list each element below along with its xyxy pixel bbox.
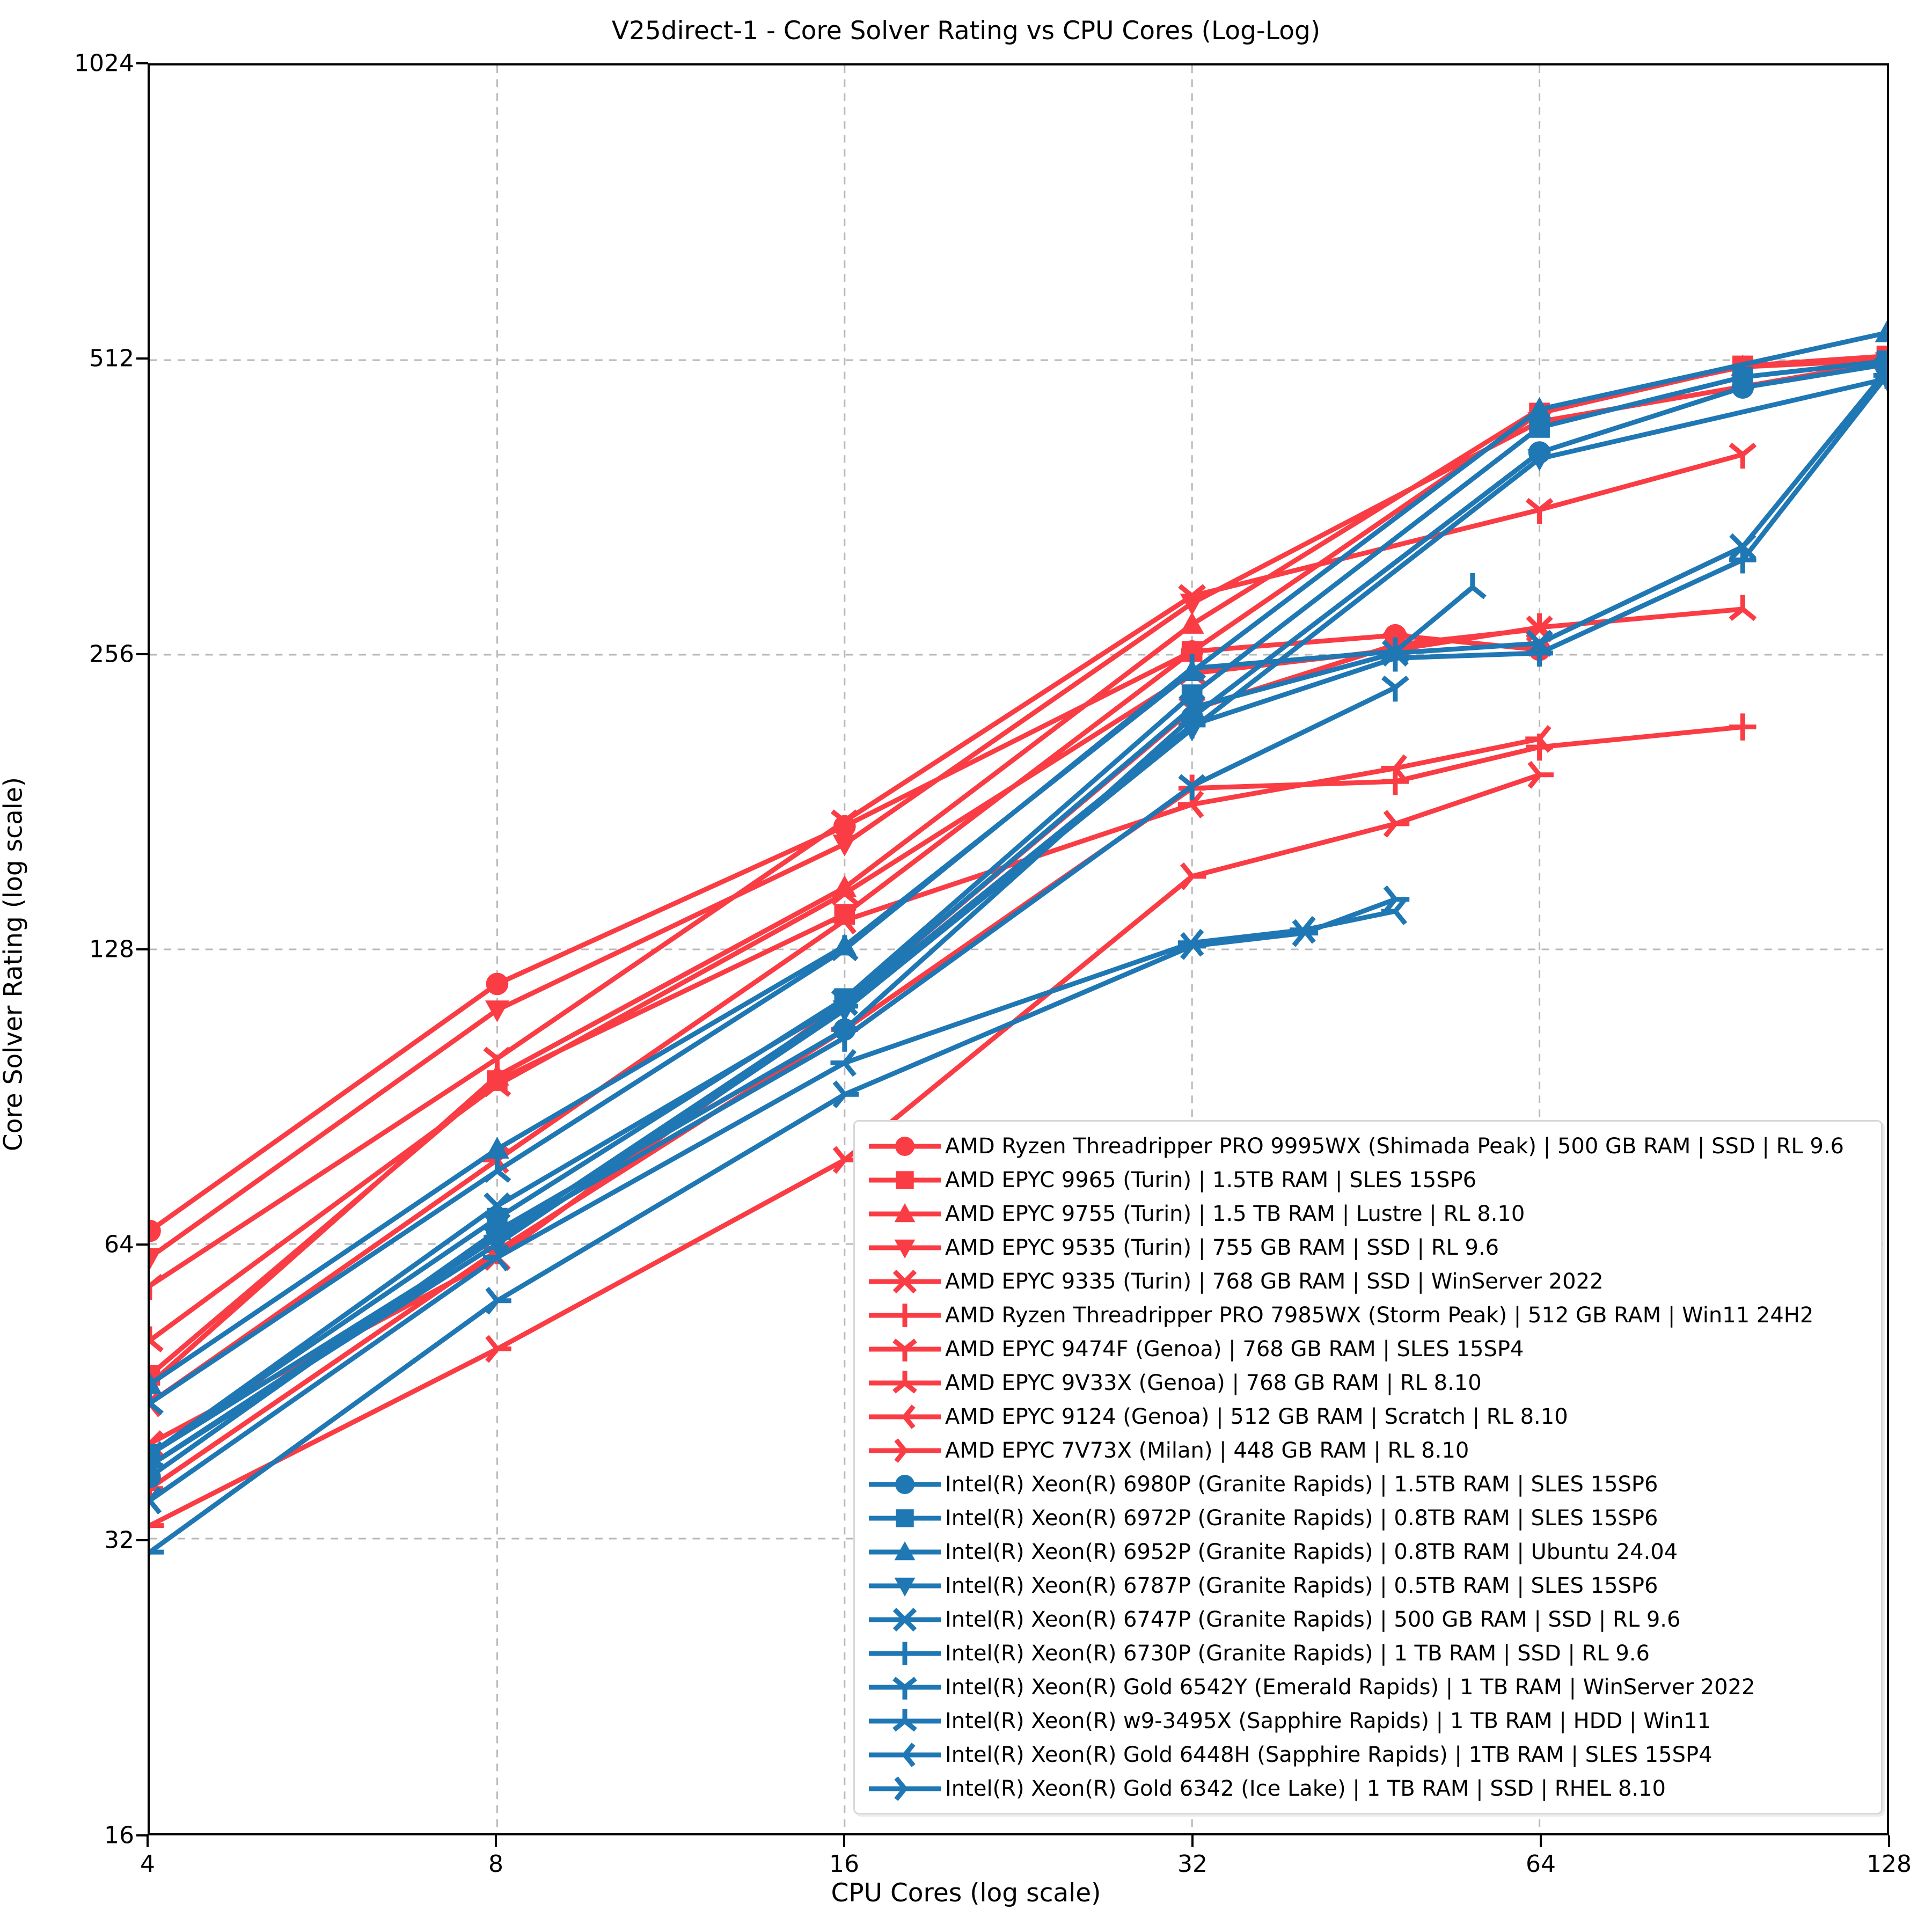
series-6 — [150, 442, 1757, 1300]
legend-label: Intel(R) Xeon(R) Gold 6542Y (Emerald Rap… — [945, 1674, 1755, 1700]
series-19 — [150, 885, 1410, 1556]
legend-label: AMD EPYC 9335 (Turin) | 768 GB RAM | SSD… — [945, 1269, 1604, 1294]
plus-marker-icon — [865, 1300, 945, 1330]
legend-label: AMD EPYC 9965 (Turin) | 1.5TB RAM | SLES… — [945, 1167, 1477, 1192]
legend-item[interactable]: AMD EPYC 9474F (Genoa) | 768 GB RAM | SL… — [865, 1332, 1870, 1366]
series-17 — [150, 573, 1487, 1415]
x-tick-label: 16 — [829, 1850, 859, 1878]
legend-item[interactable]: AMD EPYC 9124 (Genoa) | 512 GB RAM | Scr… — [865, 1400, 1870, 1433]
x-tick-label: 8 — [488, 1850, 503, 1878]
x-tick-mark — [1540, 1835, 1542, 1847]
triangle-down-marker-icon — [865, 1233, 945, 1263]
x-tick-mark — [1888, 1835, 1890, 1847]
arrow-left-marker-icon — [865, 1402, 945, 1432]
legend-item[interactable]: Intel(R) Xeon(R) 6787P (Granite Rapids) … — [865, 1569, 1870, 1602]
x-tick-label: 32 — [1177, 1850, 1208, 1878]
arrow-right-marker-icon — [865, 1436, 945, 1466]
triangle-down-marker-icon — [865, 1571, 945, 1601]
legend-item[interactable]: Intel(R) Xeon(R) 6730P (Granite Rapids) … — [865, 1636, 1870, 1670]
x-marker-icon — [865, 1605, 945, 1635]
legend-item[interactable]: Intel(R) Xeon(R) Gold 6542Y (Emerald Rap… — [865, 1670, 1870, 1704]
circle-marker-icon — [865, 1131, 945, 1161]
triangle-up-marker-icon — [865, 1199, 945, 1229]
series-11 — [150, 350, 1887, 1465]
legend-label: AMD EPYC 9124 (Genoa) | 512 GB RAM | Scr… — [945, 1404, 1568, 1429]
series-14 — [150, 356, 1887, 1468]
square-marker-icon — [865, 1503, 945, 1533]
legend-label: AMD EPYC 9535 (Turin) | 755 GB RAM | SSD… — [945, 1235, 1499, 1260]
arrow-right-marker-icon — [865, 1774, 945, 1804]
legend-item[interactable]: AMD EPYC 9965 (Turin) | 1.5TB RAM | SLES… — [865, 1163, 1870, 1197]
legend[interactable]: AMD Ryzen Threadripper PRO 9995WX (Shima… — [853, 1120, 1883, 1814]
legend-label: Intel(R) Xeon(R) Gold 6342 (Ice Lake) | … — [945, 1776, 1666, 1801]
y-down-marker-icon — [865, 1672, 945, 1702]
y-up-marker-icon — [865, 1706, 945, 1736]
y-up-marker-icon — [865, 1368, 945, 1398]
page-title: V25direct-1 - Core Solver Rating vs CPU … — [611, 16, 1321, 46]
legend-item[interactable]: Intel(R) Xeon(R) w9-3495X (Sapphire Rapi… — [865, 1704, 1870, 1738]
y-tick-mark — [136, 1834, 148, 1836]
x-axis-label: CPU Cores (log scale) — [831, 1878, 1101, 1908]
x-tick-mark — [843, 1835, 845, 1847]
y-tick-mark — [136, 1539, 148, 1541]
legend-label: Intel(R) Xeon(R) 6980P (Granite Rapids) … — [945, 1472, 1658, 1497]
y-tick-label: 64 — [104, 1231, 134, 1258]
series-layer — [150, 320, 1887, 1556]
legend-label: Intel(R) Xeon(R) 6972P (Granite Rapids) … — [945, 1505, 1658, 1531]
y-tick-mark — [136, 948, 148, 950]
legend-label: AMD EPYC 9474F (Genoa) | 768 GB RAM | SL… — [945, 1336, 1524, 1362]
legend-item[interactable]: Intel(R) Xeon(R) 6747P (Granite Rapids) … — [865, 1602, 1870, 1636]
legend-item[interactable]: AMD Ryzen Threadripper PRO 7985WX (Storm… — [865, 1298, 1870, 1332]
y-tick-label: 256 — [89, 640, 134, 668]
legend-label: AMD EPYC 7V73X (Milan) | 448 GB RAM | RL… — [945, 1438, 1469, 1463]
legend-item[interactable]: AMD EPYC 9535 (Turin) | 755 GB RAM | SSD… — [865, 1231, 1870, 1264]
legend-label: Intel(R) Xeon(R) w9-3495X (Sapphire Rapi… — [945, 1708, 1711, 1733]
y-tick-label: 32 — [104, 1526, 134, 1554]
y-tick-label: 16 — [104, 1821, 134, 1849]
y-tick-mark — [136, 62, 148, 64]
legend-label: AMD EPYC 9755 (Turin) | 1.5 TB RAM | Lus… — [945, 1201, 1525, 1226]
triangle-up-marker-icon — [865, 1537, 945, 1567]
plus-marker-icon — [865, 1638, 945, 1668]
x-tick-mark — [495, 1835, 497, 1847]
y-down-marker-icon — [865, 1334, 945, 1364]
legend-item[interactable]: AMD EPYC 9335 (Turin) | 768 GB RAM | SSD… — [865, 1264, 1870, 1298]
x-tick-label: 64 — [1526, 1850, 1556, 1878]
y-tick-mark — [136, 357, 148, 360]
x-marker-icon — [865, 1267, 945, 1297]
x-tick-mark — [147, 1835, 149, 1847]
circle-marker-icon — [865, 1469, 945, 1499]
arrow-left-marker-icon — [865, 1740, 945, 1770]
legend-item[interactable]: Intel(R) Xeon(R) 6952P (Granite Rapids) … — [865, 1535, 1870, 1569]
legend-item[interactable]: Intel(R) Xeon(R) Gold 6342 (Ice Lake) | … — [865, 1772, 1870, 1805]
square-marker-icon — [865, 1165, 945, 1195]
legend-item[interactable]: AMD EPYC 9755 (Turin) | 1.5 TB RAM | Lus… — [865, 1197, 1870, 1231]
legend-label: Intel(R) Xeon(R) 6952P (Granite Rapids) … — [945, 1539, 1678, 1564]
y-tick-label: 512 — [89, 345, 134, 372]
legend-item[interactable]: Intel(R) Xeon(R) 6980P (Granite Rapids) … — [865, 1467, 1870, 1501]
legend-item[interactable]: AMD Ryzen Threadripper PRO 9995WX (Shima… — [865, 1129, 1870, 1163]
legend-item[interactable]: AMD EPYC 7V73X (Milan) | 448 GB RAM | RL… — [865, 1433, 1870, 1467]
legend-label: Intel(R) Xeon(R) 6730P (Granite Rapids) … — [945, 1641, 1650, 1666]
legend-item[interactable]: Intel(R) Xeon(R) Gold 6448H (Sapphire Ra… — [865, 1738, 1870, 1772]
legend-label: AMD Ryzen Threadripper PRO 9995WX (Shima… — [945, 1133, 1844, 1159]
y-tick-mark — [136, 653, 148, 655]
legend-label: AMD Ryzen Threadripper PRO 7985WX (Storm… — [945, 1302, 1814, 1328]
legend-label: Intel(R) Xeon(R) Gold 6448H (Sapphire Ra… — [945, 1742, 1713, 1767]
y-tick-label: 128 — [89, 935, 134, 963]
legend-item[interactable]: Intel(R) Xeon(R) 6972P (Granite Rapids) … — [865, 1501, 1870, 1535]
legend-item[interactable]: AMD EPYC 9V33X (Genoa) | 768 GB RAM | RL… — [865, 1366, 1870, 1400]
x-tick-mark — [1191, 1835, 1194, 1847]
legend-label: AMD EPYC 9V33X (Genoa) | 768 GB RAM | RL… — [945, 1370, 1482, 1395]
legend-label: Intel(R) Xeon(R) 6747P (Granite Rapids) … — [945, 1607, 1681, 1632]
series-16 — [150, 675, 1409, 1469]
y-axis-label: Core Solver Rating (log scale) — [0, 777, 28, 1152]
y-tick-label: 1024 — [74, 49, 134, 77]
y-tick-mark — [136, 1243, 148, 1246]
x-tick-label: 4 — [140, 1850, 155, 1878]
legend-label: Intel(R) Xeon(R) 6787P (Granite Rapids) … — [945, 1573, 1658, 1598]
x-tick-label: 128 — [1867, 1850, 1912, 1878]
